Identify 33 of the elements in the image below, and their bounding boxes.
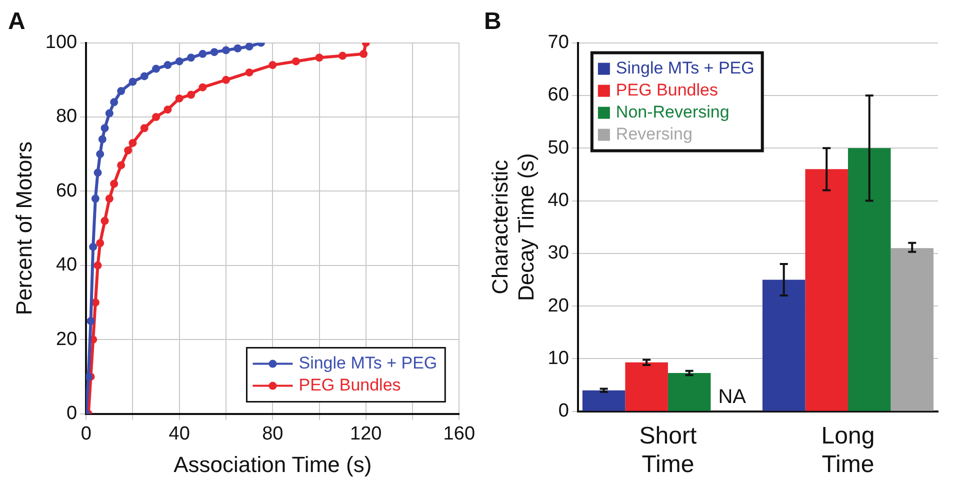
legend-label: Reversing: [616, 124, 692, 144]
x-tick-label: 120: [350, 423, 382, 444]
legend-label: Single MTs + PEG: [298, 353, 438, 372]
y-tick-label: 60: [56, 180, 78, 202]
y-tick-label: 60: [548, 84, 569, 106]
y-tick-label: 20: [548, 295, 569, 316]
y-tick-label: 20: [56, 328, 78, 350]
x-tick-label: Short Time: [639, 422, 697, 478]
x-tick-label: 80: [262, 423, 284, 444]
text: NA: [718, 386, 746, 408]
x-tick-label: 0: [80, 423, 92, 444]
chart-title: B: [484, 8, 502, 36]
legend-label: Single MTs + PEG: [616, 58, 754, 78]
y-tick-label: 70: [548, 32, 569, 54]
x-tick-label: 160: [443, 423, 475, 444]
legend-label: Non-Reversing: [616, 102, 730, 122]
x-tick-label: Long Time: [821, 422, 875, 478]
y-tick-label: 100: [45, 32, 78, 54]
legend-label: PEG Bundles: [616, 80, 718, 100]
x-axis-title: Association Time (s): [174, 452, 372, 477]
y-axis-title: Characteristic Decay Time (s): [487, 153, 539, 302]
y-tick-label: 50: [548, 137, 569, 158]
chart-title: A: [8, 8, 26, 36]
y-axis-title: Percent of Motors: [11, 141, 36, 316]
y-tick-label: 10: [548, 348, 569, 369]
y-tick-label: 0: [66, 403, 78, 424]
y-tick-label: 80: [56, 106, 78, 128]
y-tick-label: 40: [56, 254, 78, 276]
legend-label: PEG Bundles: [298, 375, 401, 394]
y-tick-label: 30: [548, 242, 569, 264]
x-tick-label: 40: [168, 423, 190, 444]
y-tick-label: 40: [548, 190, 569, 212]
y-tick-label: 0: [558, 400, 569, 422]
